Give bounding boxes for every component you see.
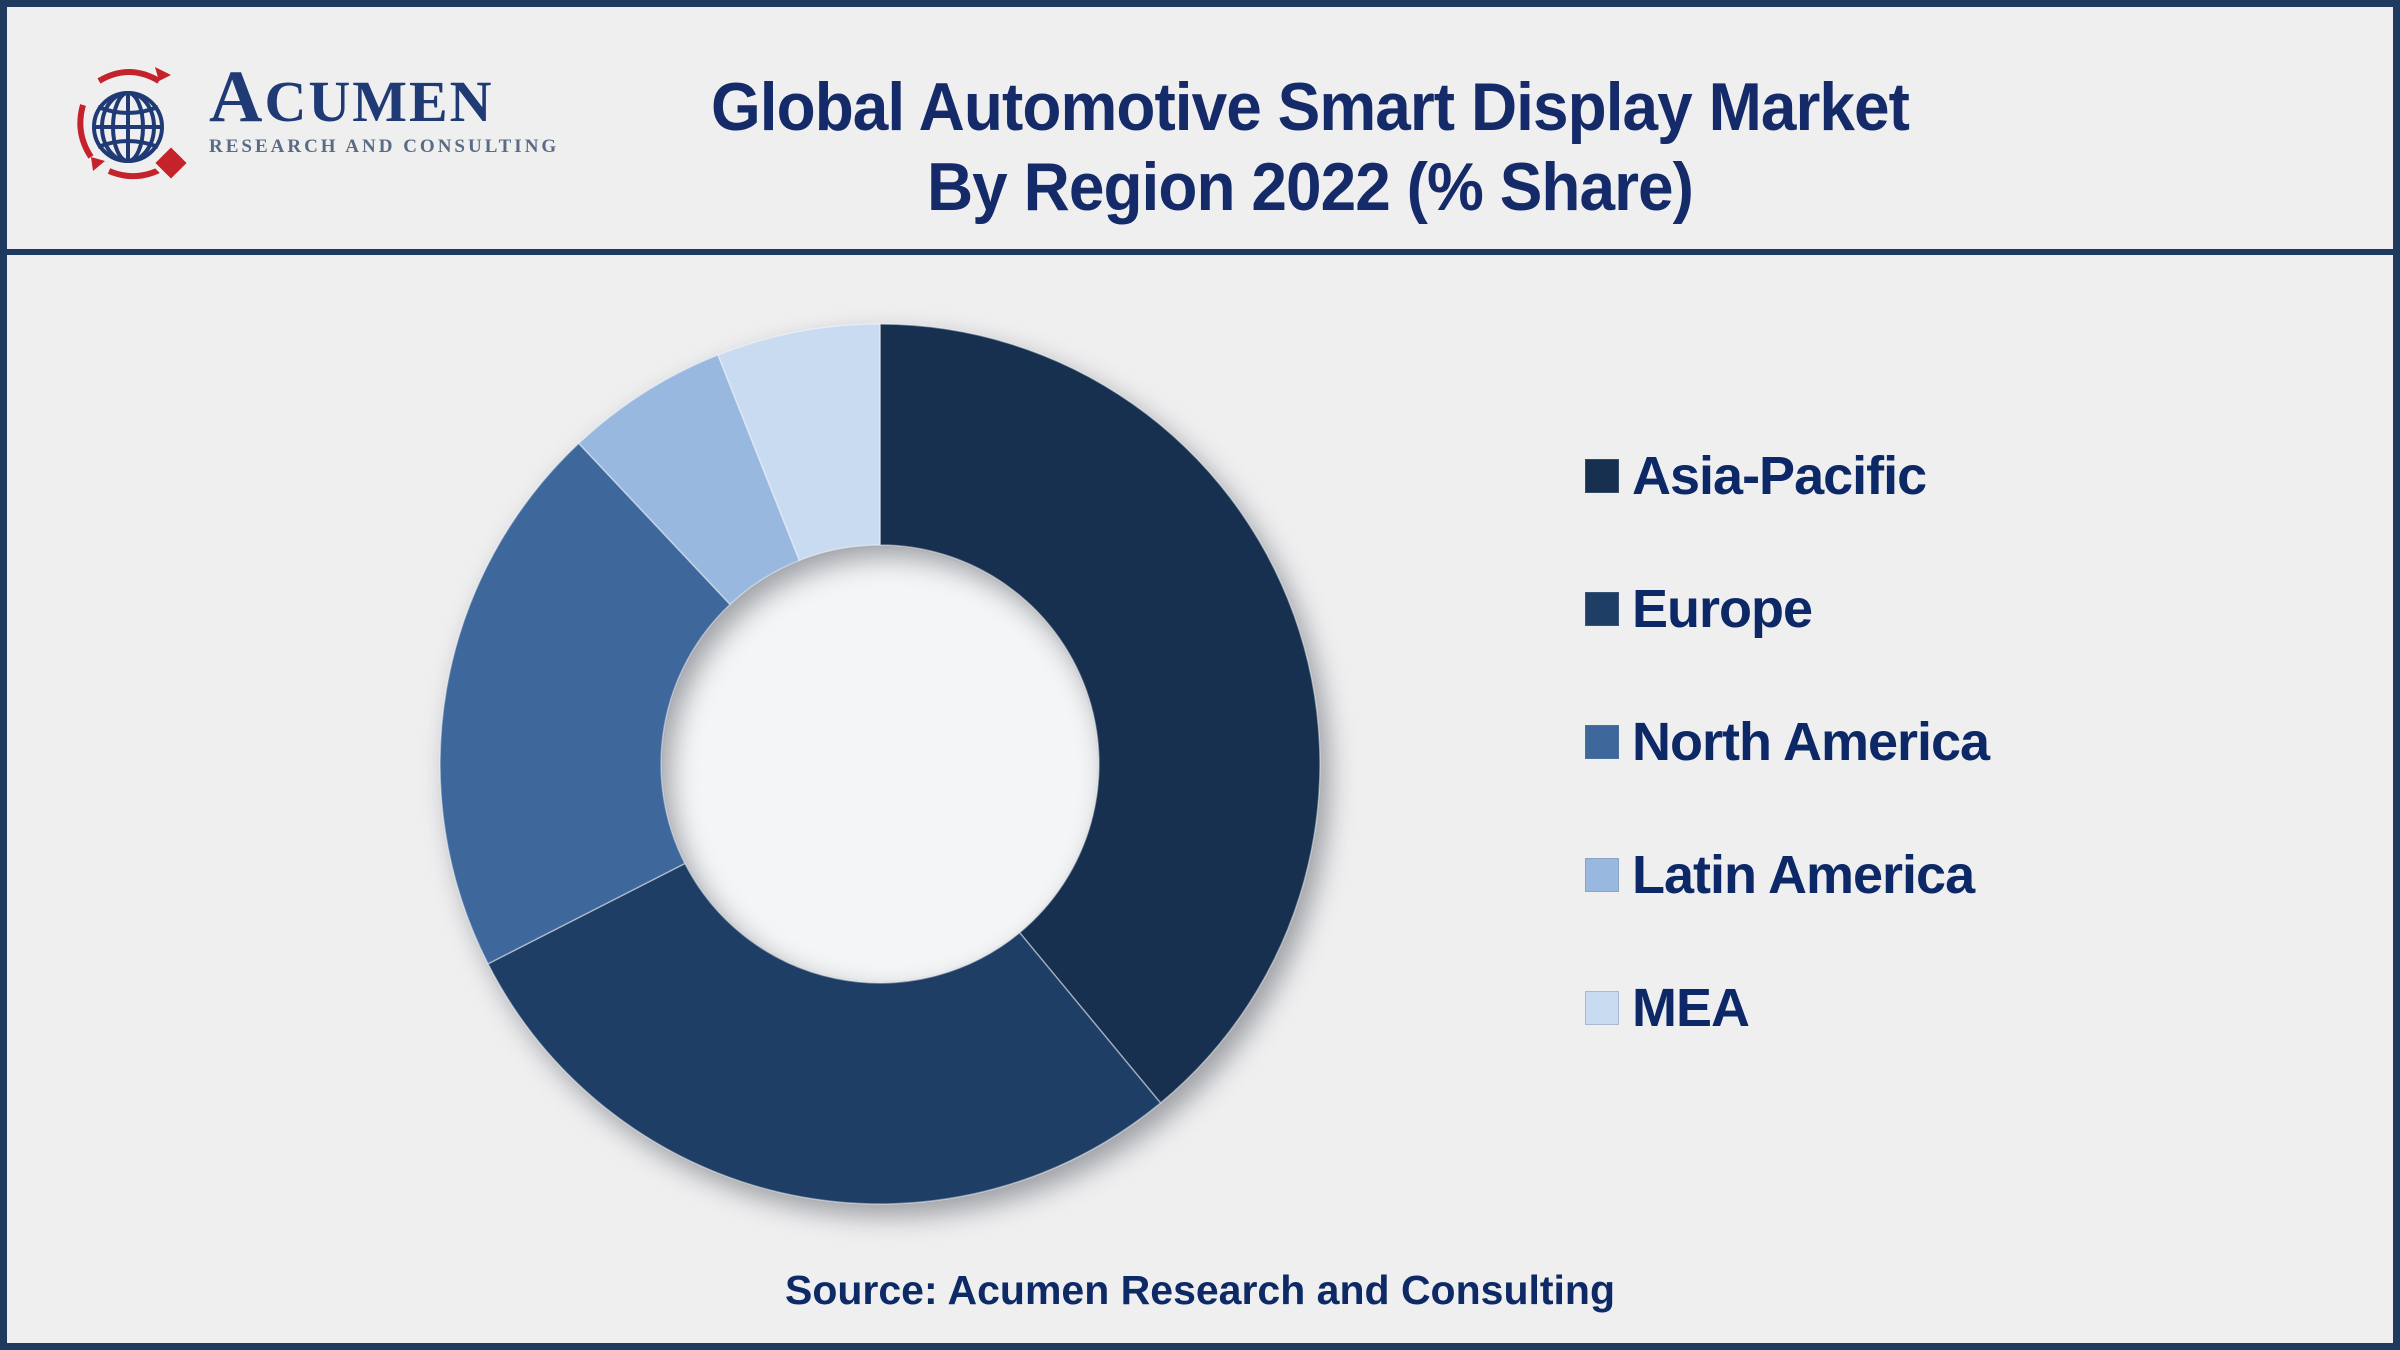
donut-slice-europe (486, 862, 1162, 1205)
legend-label-mea: MEA (1632, 978, 1750, 1038)
donut-slice-north-america (439, 442, 732, 965)
donut-chart (439, 323, 1321, 1205)
legend-label-asia-pacific: Asia-Pacific (1632, 446, 1927, 506)
legend-swatch-mea (1585, 991, 1619, 1025)
page-title-line-2: By Region 2022 (% Share) (926, 149, 1694, 225)
donut-slice-asia-pacific (879, 323, 1321, 1105)
legend-item-latin-america: Latin America (1585, 845, 1989, 905)
logo-brand-text: ACUMEN (209, 56, 494, 138)
header-divider (7, 249, 2393, 255)
legend-item-north-america: North America (1585, 712, 1990, 772)
donut-slice-mea (717, 323, 881, 562)
header: ACUMEN RESEARCH AND CONSULTING Global Au… (7, 7, 2393, 249)
page-title-line-1: Global Automotive Smart Display Market (710, 69, 1910, 145)
donut-hole (663, 547, 1097, 981)
legend-label-north-america: North America (1632, 712, 1990, 772)
donut-slice-latin-america (577, 353, 801, 606)
legend-swatch-latin-america (1585, 858, 1619, 892)
legend-label-europe: Europe (1632, 579, 1813, 639)
legend-swatch-europe (1585, 592, 1619, 626)
page-title: Global Automotive Smart Display Market By… (452, 67, 2168, 227)
globe-logo-icon (77, 67, 193, 185)
acumen-logo: ACUMEN RESEARCH AND CONSULTING (71, 55, 559, 193)
logo-tagline-text: RESEARCH AND CONSULTING (209, 136, 560, 157)
legend-label-latin-america: Latin America (1632, 845, 1975, 905)
legend-item-asia-pacific: Asia-Pacific (1585, 446, 1989, 506)
source-attribution: Source: Acumen Research and Consulting (784, 1267, 1616, 1313)
chart-legend: Asia-Pacific Europe North America Latin Ame… (1585, 446, 1990, 1113)
logo-text-block: ACUMEN RESEARCH AND CONSULTING (209, 65, 559, 158)
legend-item-europe: Europe (1585, 579, 1989, 639)
legend-item-mea: MEA (1585, 978, 1989, 1038)
legend-swatch-north-america (1585, 725, 1619, 759)
legend-swatch-asia-pacific (1585, 459, 1619, 493)
